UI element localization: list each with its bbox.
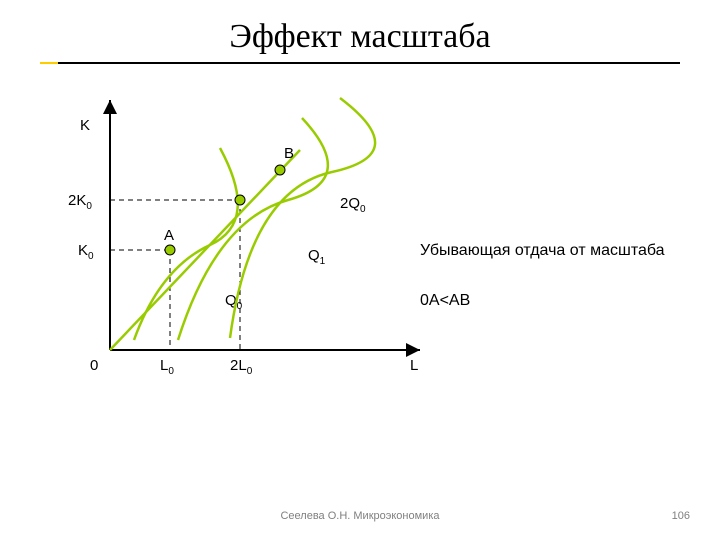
svg-text:A: A [164,227,174,244]
title-accent [40,62,58,64]
svg-text:0: 0 [90,357,98,374]
svg-text:K: K [80,117,90,134]
footer-page-number: 106 [672,510,690,522]
page-title: Эффект масштаба [0,18,720,56]
diagram-area: Q0Q12Q0ABKL02K0K0L02L0 [60,90,460,400]
svg-text:Q1: Q1 [308,247,326,267]
title-underline [40,62,680,64]
svg-text:L: L [410,357,418,374]
svg-text:2L0: 2L0 [230,357,253,377]
svg-text:2K0: 2K0 [68,192,92,212]
svg-text:2Q0: 2Q0 [340,195,366,215]
footer-author: Сеелева О.Н. Микроэкономика [0,510,720,522]
diagram-svg: Q0Q12Q0ABKL02K0K0L02L0 [60,90,460,400]
svg-text:B: B [284,145,294,162]
note-inequality: 0A<AB [420,292,470,310]
svg-text:K0: K0 [78,242,94,262]
note-decreasing-returns: Убывающая отдача от масштаба [420,242,665,260]
svg-text:L0: L0 [160,357,174,377]
